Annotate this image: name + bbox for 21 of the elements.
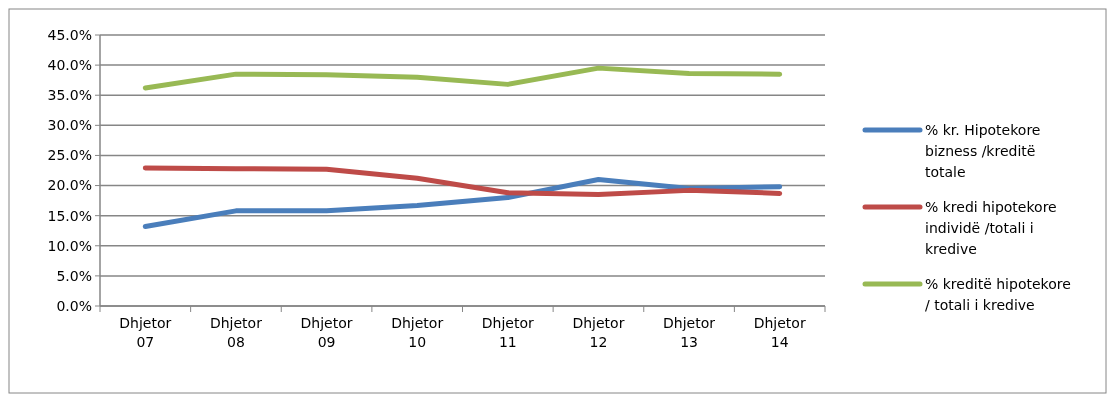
x-tick-label: Dhjetor 08: [209, 315, 263, 350]
y-tick-label: 45.0%: [47, 26, 92, 43]
legend-label: % kr. Hipotekore bizness /kreditë totale: [925, 121, 1041, 180]
legend-label: % kreditë hipotekore / totali i kredive: [925, 275, 1071, 313]
x-tick-label: Dhjetor 13: [663, 315, 716, 350]
x-tick-label: Dhjetor 07: [119, 315, 172, 350]
y-tick-label: 5.0%: [56, 267, 92, 284]
y-tick-label: 35.0%: [47, 87, 92, 104]
x-tick-label: Dhjetor 09: [300, 315, 353, 350]
y-tick-label: 30.0%: [47, 117, 92, 134]
x-tick-label: Dhjetor 11: [481, 315, 535, 350]
y-tick-label: 25.0%: [47, 147, 92, 164]
x-tick-label: Dhjetor 14: [753, 315, 806, 350]
x-tick-label: Dhjetor 12: [572, 315, 625, 350]
y-tick-label: 15.0%: [47, 207, 92, 224]
y-tick-label: 40.0%: [47, 57, 92, 74]
y-tick-label: 20.0%: [47, 177, 92, 194]
y-tick-label: 10.0%: [47, 237, 92, 254]
legend-label: % kredi hipotekore individë /totali i kredive: [925, 198, 1057, 257]
y-tick-label: 0.0%: [56, 297, 92, 314]
x-tick-label: Dhjetor 10: [391, 315, 444, 350]
